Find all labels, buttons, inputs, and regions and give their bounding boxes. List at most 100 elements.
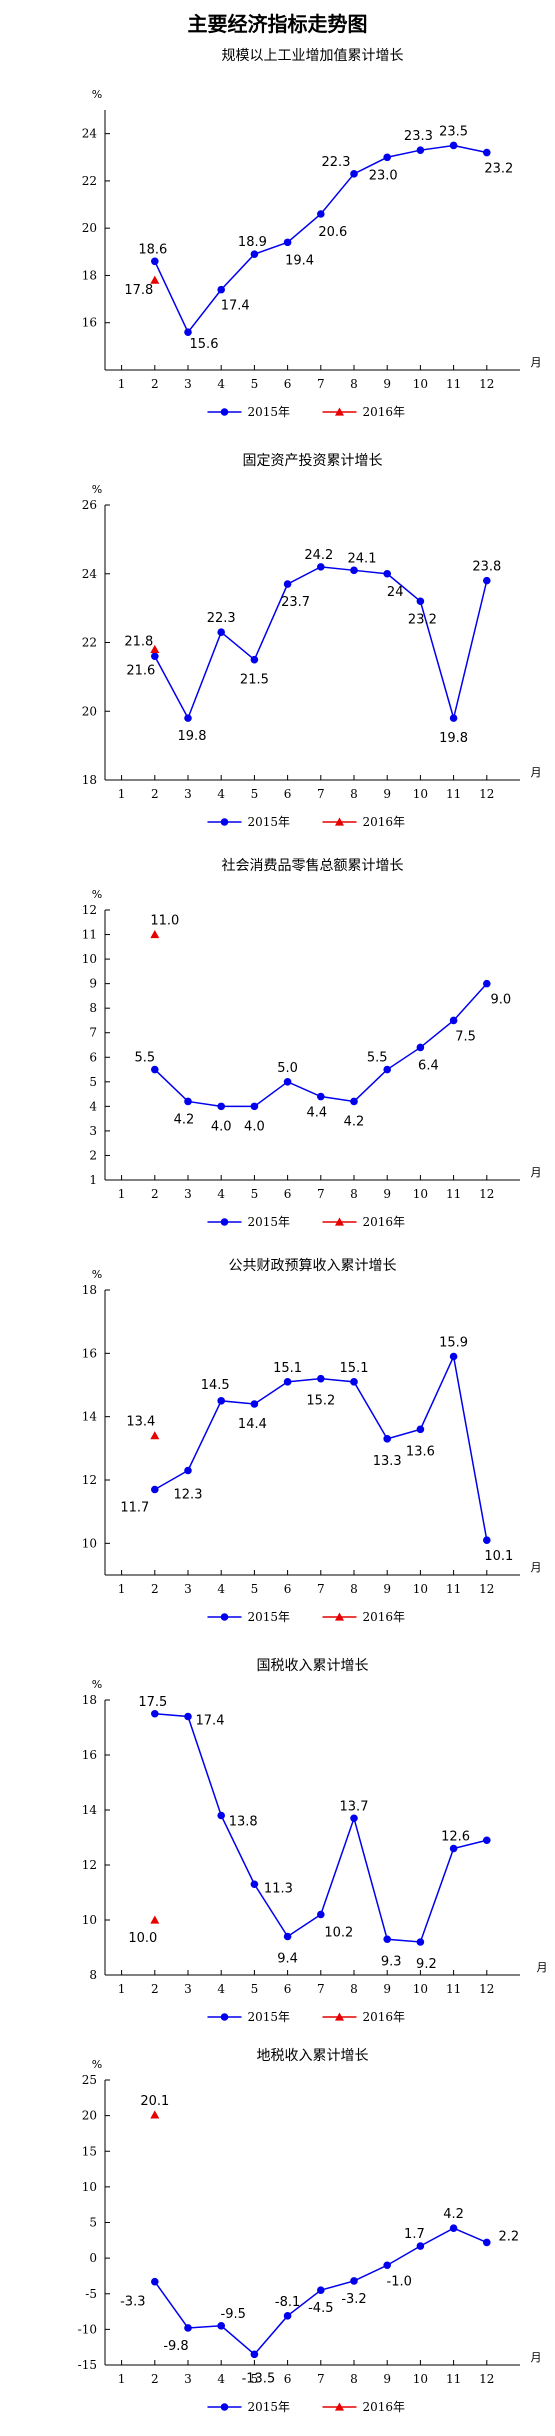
x-tick-label: 11 bbox=[446, 1582, 461, 1596]
series-2016-data-label: 10.0 bbox=[128, 1931, 157, 1946]
series-2015-point bbox=[151, 1485, 159, 1494]
x-tick-label: 10 bbox=[413, 1582, 428, 1596]
series-2015-data-label: -8.1 bbox=[275, 2295, 300, 2310]
series-2015-point bbox=[449, 714, 458, 722]
y-tick-label: 4 bbox=[89, 1099, 97, 1113]
series-2015-data-label: 9.4 bbox=[277, 1952, 298, 1967]
y-tick-label: 12 bbox=[82, 1473, 97, 1487]
series-2015-point bbox=[250, 655, 259, 664]
legend-2016-marker bbox=[335, 2012, 344, 2021]
series-2015-line bbox=[154, 983, 488, 1108]
y-tick-label: 18 bbox=[82, 1283, 97, 1297]
series-2015-point bbox=[151, 2277, 159, 2286]
series-2015-point bbox=[416, 1043, 425, 1052]
series-2015-data-label: 4.0 bbox=[211, 1119, 232, 1134]
legend-2016-label: 2016年 bbox=[363, 815, 406, 829]
x-tick-label: 5 bbox=[251, 377, 259, 391]
series-2015-data-label: -4.5 bbox=[308, 2301, 333, 2316]
series-2015-data-label: 4.0 bbox=[244, 1119, 265, 1134]
series-2015-point bbox=[250, 250, 259, 258]
legend-2015-marker bbox=[220, 1218, 229, 1226]
series-2016-point bbox=[150, 930, 160, 939]
y-tick-label: 26 bbox=[82, 498, 97, 512]
legend-2015-label: 2015年 bbox=[248, 2400, 291, 2414]
x-tick-label: 10 bbox=[413, 2372, 428, 2386]
y-tick-label: 20 bbox=[82, 704, 97, 718]
x-tick-label: 4 bbox=[217, 1982, 225, 1996]
x-unit-label: 月 bbox=[531, 356, 542, 369]
series-2016-data-label: 21.8 bbox=[124, 634, 153, 649]
series-2015-point bbox=[416, 1938, 425, 1946]
x-tick-label: 11 bbox=[446, 377, 461, 391]
series-2015-data-label: 15.1 bbox=[273, 1361, 302, 1376]
x-tick-label: 4 bbox=[217, 2372, 225, 2386]
chart-local-tax-revenue: 地税收入累计增长% -15 -10 -5 0 5 10 15 20 25 1 2 3 4 5 6 7 8 9 10 11… bbox=[0, 2040, 555, 2435]
y-tick-label: 7 bbox=[89, 1026, 97, 1040]
series-2015-data-label: 23.7 bbox=[281, 595, 310, 610]
series-2015-data-label: 5.0 bbox=[277, 1061, 298, 1076]
legend-2015-marker bbox=[220, 2403, 229, 2411]
series-2015-data-label: 18.6 bbox=[138, 242, 167, 257]
series-2015-data-label: 20.6 bbox=[318, 225, 347, 240]
series-2015-point bbox=[184, 328, 192, 336]
series-2015-data-label: 14.4 bbox=[238, 1417, 267, 1432]
series-2015-point bbox=[250, 2350, 259, 2359]
series-2015-point bbox=[416, 146, 425, 154]
series-2015-point bbox=[250, 1880, 259, 1889]
series-2015-data-label: 23.0 bbox=[369, 168, 398, 183]
x-tick-label: 8 bbox=[350, 787, 358, 801]
series-2015-point bbox=[350, 1097, 358, 1106]
x-tick-label: 6 bbox=[284, 377, 292, 391]
series-2015-point bbox=[483, 1836, 491, 1845]
series-2015-point bbox=[350, 1378, 358, 1386]
series-2015-point bbox=[151, 257, 159, 266]
series-2015-point bbox=[217, 2322, 225, 2330]
series-2015-data-label: 4.4 bbox=[306, 1106, 327, 1121]
x-tick-label: 10 bbox=[413, 1187, 428, 1201]
series-2015-data-label: -1.0 bbox=[387, 2274, 412, 2289]
series-2015-point bbox=[317, 2286, 325, 2294]
x-tick-label: 2 bbox=[151, 787, 159, 801]
y-tick-label: 18 bbox=[82, 268, 97, 282]
chart-national-tax-revenue: 国税收入累计增长% 8 10 12 14 16 18 1 2 3 4 5 6 7 8 9 10 11 12 月 17.5… bbox=[0, 1650, 555, 2045]
y-tick-label: 10 bbox=[82, 2180, 97, 2194]
chart-public-budget-revenue: 公共财政预算收入累计增长% 10 12 14 16 18 1 2 3 4 5 6 7 8 9 10 11 12 月 1… bbox=[0, 1250, 555, 1645]
x-tick-label: 1 bbox=[118, 2372, 126, 2386]
series-2015-line bbox=[154, 1713, 487, 1943]
x-tick-label: 4 bbox=[217, 787, 225, 801]
legend-2016-label: 2016年 bbox=[363, 405, 406, 419]
x-tick-label: 1 bbox=[118, 377, 126, 391]
series-2015-data-label: 22.3 bbox=[207, 611, 236, 626]
x-tick-label: 12 bbox=[479, 377, 494, 391]
legend-2015-label: 2015年 bbox=[248, 815, 291, 829]
x-tick-label: 1 bbox=[118, 1582, 126, 1596]
legend-2016-marker bbox=[335, 817, 344, 826]
series-2015-data-label: 4.2 bbox=[344, 1114, 365, 1129]
series-2015-line bbox=[154, 566, 488, 722]
y-tick-label: -5 bbox=[85, 2287, 97, 2301]
series-2015-point bbox=[350, 2277, 358, 2285]
series-2015-point bbox=[217, 1102, 225, 1111]
x-tick-label: 3 bbox=[184, 787, 192, 801]
y-tick-label: 20 bbox=[82, 221, 97, 235]
x-tick-label: 9 bbox=[383, 2372, 391, 2386]
series-2015-point bbox=[383, 1935, 392, 1944]
series-2015-point bbox=[317, 1374, 325, 1383]
y-tick-label: 12 bbox=[82, 903, 97, 917]
y-unit-label: % bbox=[92, 88, 102, 101]
legend-2015-label: 2015年 bbox=[248, 2010, 291, 2024]
series-2015-point bbox=[217, 1397, 225, 1405]
x-tick-label: 4 bbox=[217, 1187, 225, 1201]
y-tick-label: -10 bbox=[78, 2322, 97, 2336]
legend-2016-label: 2016年 bbox=[363, 2010, 406, 2024]
series-2015-data-label: 6.4 bbox=[418, 1058, 439, 1073]
y-tick-label: 22 bbox=[82, 636, 97, 650]
chart-title: 公共财政预算收入累计增长 bbox=[229, 1258, 397, 1274]
y-tick-label: 15 bbox=[82, 2144, 97, 2158]
series-2015-point bbox=[416, 2242, 425, 2250]
legend-2015-marker bbox=[220, 1613, 229, 1621]
x-tick-label: 3 bbox=[184, 1982, 192, 1996]
series-2015-point bbox=[184, 1466, 192, 1475]
x-tick-label: 12 bbox=[479, 787, 494, 801]
